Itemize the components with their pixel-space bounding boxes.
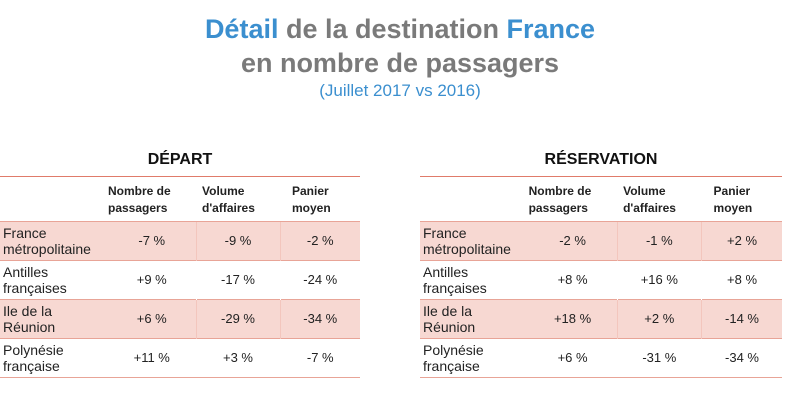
row-label: Ile de la Réunion [420,299,529,339]
reservation-col-panier: Panier moyen [702,177,782,222]
row-label-line: françaises [423,280,487,296]
table-cell: +8 % [528,260,618,300]
title-mid: de la destination [278,14,507,44]
table-cell: +9 % [108,260,196,300]
col-label: Volume [623,184,666,198]
table-cell: +6 % [108,299,196,339]
table-cell: +2 % [616,299,702,339]
reservation-col-volume: Volume d'affaires [617,177,701,222]
col-label: d'affaires [623,201,676,215]
depart-col-panier: Panier moyen [280,177,360,222]
table-row: Ile de la Réunion +6 % -29 % -34 % [0,299,360,339]
row-label: Polynésie française [0,338,108,378]
depart-col-volume: Volume d'affaires [196,177,280,222]
table-row: Antilles françaises +9 % -17 % -24 % [0,260,360,300]
row-label-line: Antilles [3,264,49,280]
row-label-line: françaises [3,280,67,296]
row-label-line: Réunion [3,319,56,335]
table-cell: +8 % [701,260,782,300]
table-row: Ile de la Réunion +18 % +2 % -14 % [420,299,782,339]
table-cell: -2 % [528,221,618,261]
title-block: Détail de la destination France en nombr… [0,12,800,102]
col-label: Nombre de [108,184,171,198]
table-cell: -1 % [616,221,702,261]
col-label: moyen [292,201,331,215]
title-word-detail: Détail [204,14,279,44]
col-label: passagers [108,201,168,215]
table-cell: +11 % [108,338,196,378]
table-cell: -31 % [616,338,702,378]
table-cell: +16 % [616,260,702,300]
col-label: d'affaires [202,201,255,215]
row-label: Antilles françaises [0,260,108,300]
table-cell: -34 % [701,338,782,378]
table-cell: -7 % [108,221,196,261]
page-subtitle: (Juillet 2017 vs 2016) [319,81,481,100]
col-label: Nombre de [528,184,592,198]
col-label: Panier [713,184,751,198]
row-label: Antilles françaises [420,260,529,300]
table-cell: -14 % [701,299,782,339]
col-label: Panier [292,184,329,198]
row-label-line: française [3,358,60,374]
page-title: Détail de la destination France [0,12,800,46]
row-label-line: Antilles [423,264,469,280]
row-label-line: France [3,225,47,241]
table-cell: -34 % [279,299,360,339]
row-label-line: métropolitaine [3,241,91,257]
reservation-heading: RÉSERVATION [544,151,658,168]
reservation-table: Nombre de passagers Volume d'affaires Pani… [420,176,782,378]
reservation-col-passagers: Nombre de passagers [529,177,617,222]
depart-header-empty [0,177,108,222]
row-label: France métropolitaine [0,221,108,261]
depart-table: Nombre de passagers Volume d'affaires Pani… [0,176,360,378]
depart-heading: DÉPART [147,151,213,168]
table-cell: -17 % [195,260,280,300]
row-label-line: Ile de la [3,303,53,319]
row-label-line: Réunion [423,319,476,335]
table-row: France métropolitaine -2 % -1 % +2 % [420,221,782,261]
row-label-line: Polynésie [423,342,484,358]
table-row: Polynésie française +11 % +3 % -7 % [0,338,360,378]
row-label-line: Polynésie [3,342,64,358]
title-word-france: France [506,14,596,44]
table-cell: +6 % [528,338,618,378]
row-label: Ile de la Réunion [0,299,108,339]
table-row: Polynésie française +6 % -31 % -34 % [420,338,782,378]
reservation-panel: RÉSERVATION Nombre de passagers Volume d'a… [420,150,782,378]
reservation-header-empty [420,177,529,222]
row-label: Polynésie française [420,338,529,378]
table-cell: -29 % [195,299,280,339]
col-label: passagers [528,201,588,215]
row-label-line: métropolitaine [423,241,511,257]
depart-header-row: Nombre de passagers Volume d'affaires Pani… [0,177,360,222]
row-label-line: France [423,225,467,241]
depart-col-passagers: Nombre de passagers [108,177,196,222]
row-label-line: française [423,358,480,374]
depart-panel: DÉPART Nombre de passagers Volume d'affair… [0,150,360,378]
page-title-line2: en nombre de passagers [240,48,560,78]
row-label-line: Ile de la [423,303,473,319]
table-row: France métropolitaine -7 % -9 % -2 % [0,221,360,261]
table-cell: +3 % [195,338,280,378]
col-label: moyen [713,201,753,215]
table-cell: +2 % [701,221,782,261]
table-row: Antilles françaises +8 % +16 % +8 % [420,260,782,300]
table-cell: +18 % [528,299,618,339]
row-label: France métropolitaine [420,221,529,261]
col-label: Volume [202,184,245,198]
table-cell: -9 % [195,221,280,261]
table-cell: -2 % [279,221,360,261]
table-cell: -7 % [279,338,360,378]
table-cell: -24 % [279,260,360,300]
reservation-header-row: Nombre de passagers Volume d'affaires Pani… [420,177,782,222]
